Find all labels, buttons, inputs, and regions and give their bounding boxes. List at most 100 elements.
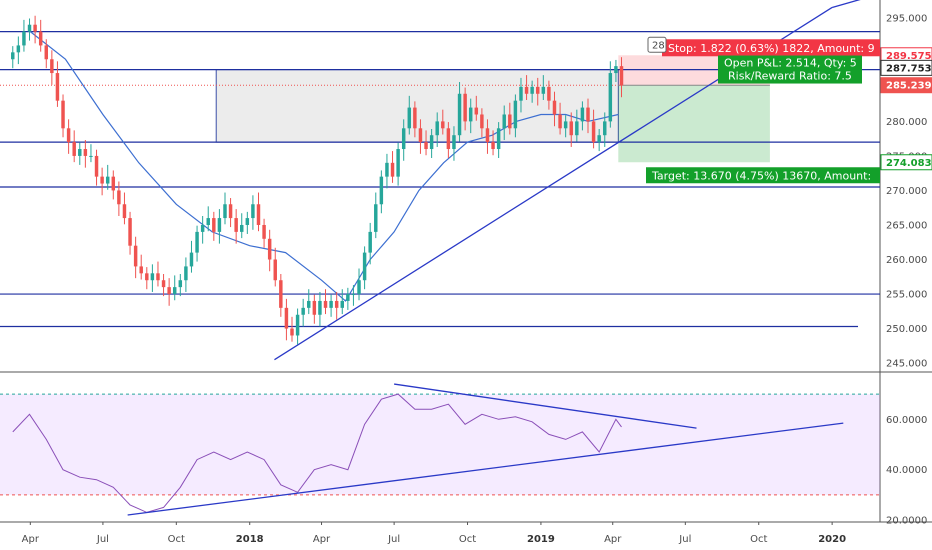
candle-body xyxy=(346,294,350,301)
candle-body xyxy=(608,73,613,122)
candle-body xyxy=(429,135,434,150)
candle-body xyxy=(586,107,590,122)
candle-body xyxy=(44,45,49,60)
price-tag-box xyxy=(880,59,932,76)
candle-body xyxy=(413,107,417,129)
candle-body xyxy=(105,176,110,184)
candle-body xyxy=(496,128,501,150)
target-zone xyxy=(618,85,770,163)
candle-body xyxy=(591,121,596,143)
price-tick-label: 295.000 xyxy=(886,13,927,24)
candle-body xyxy=(133,245,138,267)
candle-body xyxy=(172,287,177,295)
candle-body xyxy=(457,93,462,136)
candle-body xyxy=(385,162,389,177)
candle-body xyxy=(33,24,37,32)
candle-body xyxy=(614,66,618,74)
candle-body xyxy=(184,266,188,281)
candle-body xyxy=(513,100,518,129)
target-label-box xyxy=(646,167,880,184)
price-tag-label: 289.575 xyxy=(886,51,932,62)
pnl-label-line2: Risk/Reward Ratio: 7.5 xyxy=(728,70,852,83)
price-pane xyxy=(0,0,880,361)
candle-body xyxy=(374,204,378,232)
candle-body xyxy=(50,59,54,74)
candle-body xyxy=(368,231,372,253)
target-label: Target: 13.670 (4.75%) 13670, Amount: xyxy=(651,169,871,182)
candle-body xyxy=(267,238,272,260)
range-box xyxy=(215,69,619,143)
rsi-resistance-trendline xyxy=(394,383,697,429)
candle-body xyxy=(122,204,127,219)
pnl-label-box xyxy=(718,55,862,84)
time-tick-label: Apr xyxy=(604,534,622,545)
candle-body xyxy=(78,149,82,156)
candle-body xyxy=(16,45,21,53)
price-tag-label: 287.753 xyxy=(886,63,932,74)
candle-body xyxy=(468,107,473,122)
candle-body xyxy=(541,86,546,94)
candle-body xyxy=(27,24,32,32)
price-tick-label: 265.000 xyxy=(886,220,927,231)
stop-label: Stop: 1.822 (0.63%) 1822, Amount: 9 xyxy=(668,42,875,55)
candle-body xyxy=(66,128,71,143)
candle-body xyxy=(212,218,216,232)
candle-body xyxy=(295,314,300,336)
candle-body xyxy=(290,328,294,336)
candle-body xyxy=(262,224,266,239)
price-tick-label: 270.000 xyxy=(886,186,927,197)
candle-body xyxy=(407,107,412,129)
candle-body xyxy=(485,128,490,143)
candle-body xyxy=(72,142,76,156)
candle-body xyxy=(329,300,333,308)
candle-body xyxy=(189,252,194,267)
price-tag-label: 285.239 xyxy=(886,81,932,92)
candle-body xyxy=(100,176,104,184)
candle-body xyxy=(318,300,322,315)
candle-body xyxy=(603,121,607,136)
position-overlay: Stop: 1.822 (0.63%) 1822, Amount: 928 Ope… xyxy=(646,36,932,184)
candle-body xyxy=(569,121,573,136)
time-tick-label: Apr xyxy=(313,534,331,545)
candle-body xyxy=(379,176,384,205)
candle-body xyxy=(195,231,199,253)
candle-body xyxy=(552,100,557,115)
candle-body xyxy=(357,280,361,295)
candle-body xyxy=(351,294,356,296)
candle-body xyxy=(401,128,406,150)
time-tick-label: Jul xyxy=(387,534,400,545)
small-label: 28 xyxy=(652,40,665,51)
candle-body xyxy=(117,190,121,205)
candle-body xyxy=(200,224,205,232)
candle-body xyxy=(536,86,540,94)
candle-body xyxy=(178,280,183,288)
candle-body xyxy=(83,149,88,156)
candle-body xyxy=(223,204,227,219)
price-tag-box xyxy=(880,77,932,94)
candle-body xyxy=(558,114,562,129)
time-tick-label: Oct xyxy=(750,534,767,545)
candle-body xyxy=(256,204,261,225)
candle-body xyxy=(301,307,305,315)
candle-body xyxy=(390,162,395,177)
candle-body xyxy=(206,218,210,225)
candle-body xyxy=(307,300,311,308)
candle-body xyxy=(22,31,26,46)
candle-body xyxy=(61,100,65,129)
candle-body xyxy=(240,224,244,232)
time-tick-label: Oct xyxy=(459,534,476,545)
time-tick-label: 2018 xyxy=(236,534,264,545)
candle-body xyxy=(491,142,495,150)
rsi-tick-label: 60.0000 xyxy=(886,415,927,426)
candle-body xyxy=(217,218,222,232)
candle-body xyxy=(89,155,93,157)
candle-body xyxy=(480,114,484,129)
candle-body xyxy=(11,52,15,60)
candle-body xyxy=(245,218,250,225)
candle-body xyxy=(547,86,551,101)
candle-body xyxy=(139,266,143,274)
rsi-support-trendline xyxy=(127,422,844,516)
candle-body xyxy=(519,86,523,101)
candle-body xyxy=(530,86,534,94)
